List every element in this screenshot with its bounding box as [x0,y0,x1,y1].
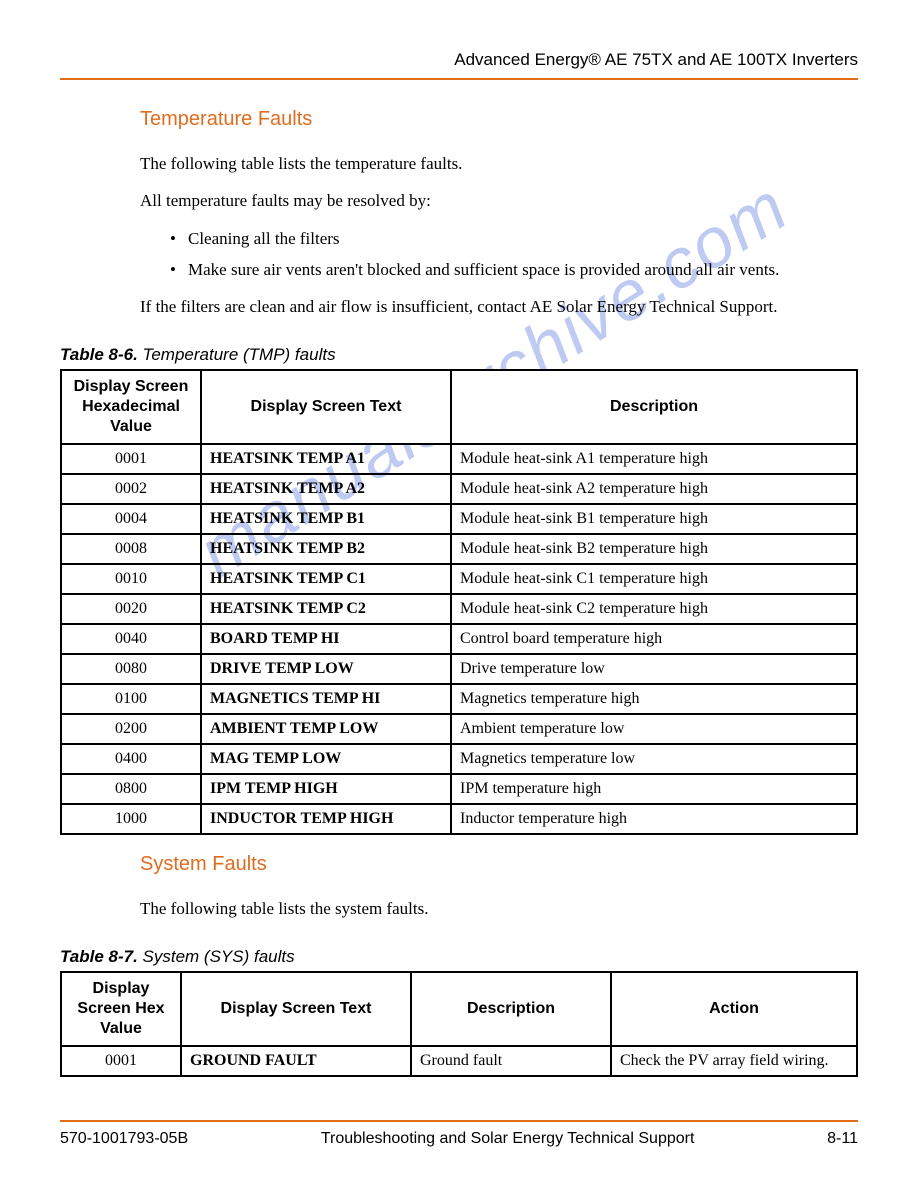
table-row: 0400MAG TEMP LOWMagnetics temperature lo… [61,744,857,774]
cell-hex: 0800 [61,774,201,804]
cell-screen-text: HEATSINK TEMP C2 [201,594,451,624]
caption-label: Table 8-7. [60,947,138,966]
cell-hex: 0001 [61,1046,181,1076]
cell-screen-text: HEATSINK TEMP B1 [201,504,451,534]
table-row: 0800IPM TEMP HIGHIPM temperature high [61,774,857,804]
cell-screen-text: IPM TEMP HIGH [201,774,451,804]
cell-hex: 0002 [61,474,201,504]
col-header-desc: Description [411,972,611,1046]
cell-description: Module heat-sink C1 temperature high [451,564,857,594]
cell-description: Module heat-sink B2 temperature high [451,534,857,564]
cell-description: Drive temperature low [451,654,857,684]
cell-screen-text: AMBIENT TEMP LOW [201,714,451,744]
list-item: Make sure air vents aren't blocked and s… [170,258,858,283]
table-row: 0001HEATSINK TEMP A1Module heat-sink A1 … [61,444,857,474]
system-faults-table: Display Screen Hex Value Display Screen … [60,971,858,1077]
table-caption-8-7: Table 8-7. System (SYS) faults [60,947,858,967]
cell-hex: 0008 [61,534,201,564]
table-row: 0020HEATSINK TEMP C2Module heat-sink C2 … [61,594,857,624]
table-row: 0200AMBIENT TEMP LOWAmbient temperature … [61,714,857,744]
cell-hex: 0010 [61,564,201,594]
cell-screen-text: DRIVE TEMP LOW [201,654,451,684]
cell-description: Magnetics temperature low [451,744,857,774]
cell-description: Ambient temperature low [451,714,857,744]
col-header-text: Display Screen Text [201,370,451,444]
cell-screen-text: HEATSINK TEMP C1 [201,564,451,594]
table-header-row: Display Screen Hexadecimal Value Display… [61,370,857,444]
cell-screen-text: HEATSINK TEMP A2 [201,474,451,504]
cell-hex: 0100 [61,684,201,714]
table-row: 0004HEATSINK TEMP B1Module heat-sink B1 … [61,504,857,534]
section-heading-system: System Faults [140,853,858,876]
paragraph: The following table lists the temperatur… [140,153,858,176]
cell-description: Magnetics temperature high [451,684,857,714]
table-row: 0008HEATSINK TEMP B2Module heat-sink B2 … [61,534,857,564]
cell-hex: 0004 [61,504,201,534]
footer-docnum: 570-1001793-05B [60,1130,188,1148]
cell-hex: 0040 [61,624,201,654]
cell-description: Module heat-sink A2 temperature high [451,474,857,504]
cell-screen-text: HEATSINK TEMP A1 [201,444,451,474]
cell-description: Module heat-sink A1 temperature high [451,444,857,474]
cell-description: Control board temperature high [451,624,857,654]
page-header: Advanced Energy® AE 75TX and AE 100TX In… [60,50,858,80]
cell-hex: 0080 [61,654,201,684]
table-row: 0002HEATSINK TEMP A2Module heat-sink A2 … [61,474,857,504]
cell-hex: 1000 [61,804,201,834]
cell-screen-text: HEATSINK TEMP B2 [201,534,451,564]
cell-hex: 0001 [61,444,201,474]
table-row: 0010HEATSINK TEMP C1Module heat-sink C1 … [61,564,857,594]
caption-label: Table 8-6. [60,345,138,364]
cell-screen-text: GROUND FAULT [181,1046,411,1076]
cell-screen-text: MAG TEMP LOW [201,744,451,774]
footer-page: 8-11 [827,1130,858,1148]
col-header-desc: Description [451,370,857,444]
bullet-list: Cleaning all the filters Make sure air v… [170,227,858,282]
cell-description: Ground fault [411,1046,611,1076]
table-row: 0100MAGNETICS TEMP HIMagnetics temperatu… [61,684,857,714]
paragraph: If the filters are clean and air flow is… [140,296,858,319]
col-header-action: Action [611,972,857,1046]
table-row: 0001GROUND FAULTGround faultCheck the PV… [61,1046,857,1076]
col-header-hex: Display Screen Hex Value [61,972,181,1046]
paragraph: All temperature faults may be resolved b… [140,190,858,213]
cell-description: IPM temperature high [451,774,857,804]
cell-screen-text: MAGNETICS TEMP HI [201,684,451,714]
paragraph: The following table lists the system fau… [140,898,858,921]
cell-action: Check the PV array field wiring. [611,1046,857,1076]
table-caption-8-6: Table 8-6. Temperature (TMP) faults [60,345,858,365]
table-header-row: Display Screen Hex Value Display Screen … [61,972,857,1046]
page-footer: 570-1001793-05B Troubleshooting and Sola… [60,1120,858,1148]
col-header-hex: Display Screen Hexadecimal Value [61,370,201,444]
cell-description: Module heat-sink B1 temperature high [451,504,857,534]
footer-title: Troubleshooting and Solar Energy Technic… [188,1130,827,1148]
cell-description: Module heat-sink C2 temperature high [451,594,857,624]
list-item: Cleaning all the filters [170,227,858,252]
col-header-text: Display Screen Text [181,972,411,1046]
caption-title: System (SYS) faults [138,947,295,966]
cell-hex: 0020 [61,594,201,624]
caption-title: Temperature (TMP) faults [138,345,336,364]
cell-hex: 0400 [61,744,201,774]
cell-hex: 0200 [61,714,201,744]
table-row: 0040BOARD TEMP HIControl board temperatu… [61,624,857,654]
temperature-faults-table: Display Screen Hexadecimal Value Display… [60,369,858,835]
cell-screen-text: INDUCTOR TEMP HIGH [201,804,451,834]
table-row: 0080DRIVE TEMP LOWDrive temperature low [61,654,857,684]
section-heading-temperature: Temperature Faults [140,108,858,131]
table-row: 1000INDUCTOR TEMP HIGHInductor temperatu… [61,804,857,834]
cell-description: Inductor temperature high [451,804,857,834]
cell-screen-text: BOARD TEMP HI [201,624,451,654]
